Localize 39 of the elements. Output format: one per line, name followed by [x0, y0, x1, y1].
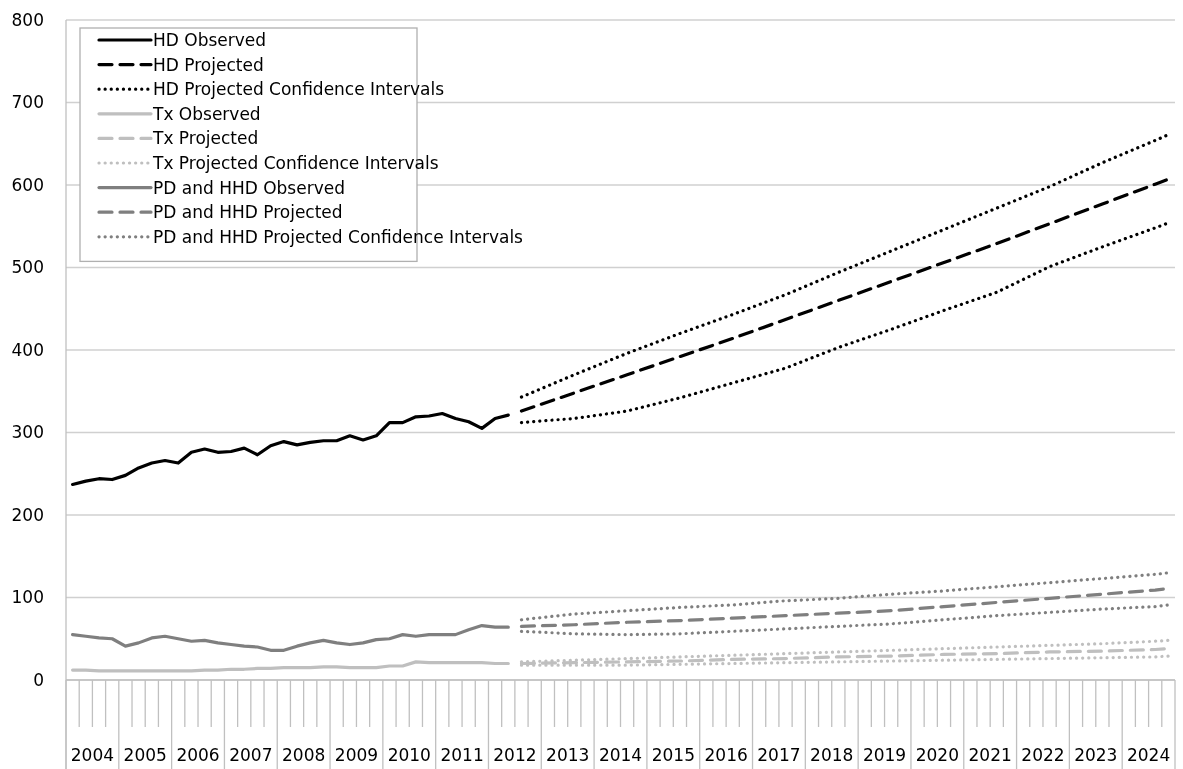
x-tick-label: 2004: [70, 745, 115, 765]
x-tick-label: 2016: [704, 745, 748, 765]
y-tick-label: 100: [11, 587, 44, 608]
x-tick-label: 2021: [968, 745, 1012, 765]
x-tick-label: 2010: [387, 745, 431, 765]
x-tick-label: 2022: [1021, 745, 1065, 765]
x-tick-label: 2023: [1074, 745, 1118, 765]
x-tick-label: 2005: [123, 745, 167, 765]
y-tick-label: 400: [11, 339, 44, 360]
x-tick-label: 2008: [282, 745, 326, 765]
legend-label: PD and HHD Projected: [153, 202, 343, 223]
legend-label: Tx Projected: [152, 128, 259, 149]
y-tick-label: 300: [11, 422, 44, 443]
y-tick-label: 500: [11, 257, 44, 278]
y-tick-label: 700: [11, 92, 44, 113]
x-tick-label: 2012: [493, 745, 537, 765]
legend-label: Tx Observed: [152, 103, 261, 124]
x-tick-label: 2009: [334, 745, 379, 765]
x-tick-label: 2014: [598, 745, 643, 765]
legend-label: HD Projected: [153, 54, 264, 75]
legend-label: PD and HHD Observed: [153, 177, 345, 198]
x-tick-label: 2020: [915, 745, 959, 765]
x-tick-label: 2011: [440, 745, 484, 765]
x-tick-label: 2018: [810, 745, 854, 765]
x-tick-label: 2019: [862, 745, 907, 765]
x-tick-label: 2017: [757, 745, 801, 765]
x-tick-label: 2015: [651, 745, 695, 765]
legend-label: HD Observed: [153, 29, 267, 50]
y-tick-label: 800: [11, 9, 44, 30]
y-tick-label: 600: [11, 174, 44, 195]
y-tick-label: 200: [11, 504, 44, 525]
legend-label: PD and HHD Projected Confidence Intervals: [153, 226, 524, 247]
legend-label: Tx Projected Confidence Intervals: [152, 152, 439, 173]
x-tick-label: 2007: [229, 745, 273, 765]
x-tick-label: 2013: [546, 745, 590, 765]
x-tick-label: 2006: [176, 745, 220, 765]
y-tick-label: 0: [33, 669, 44, 690]
legend-label: HD Projected Confidence Intervals: [153, 79, 445, 100]
x-tick-label: 2024: [1126, 745, 1171, 765]
